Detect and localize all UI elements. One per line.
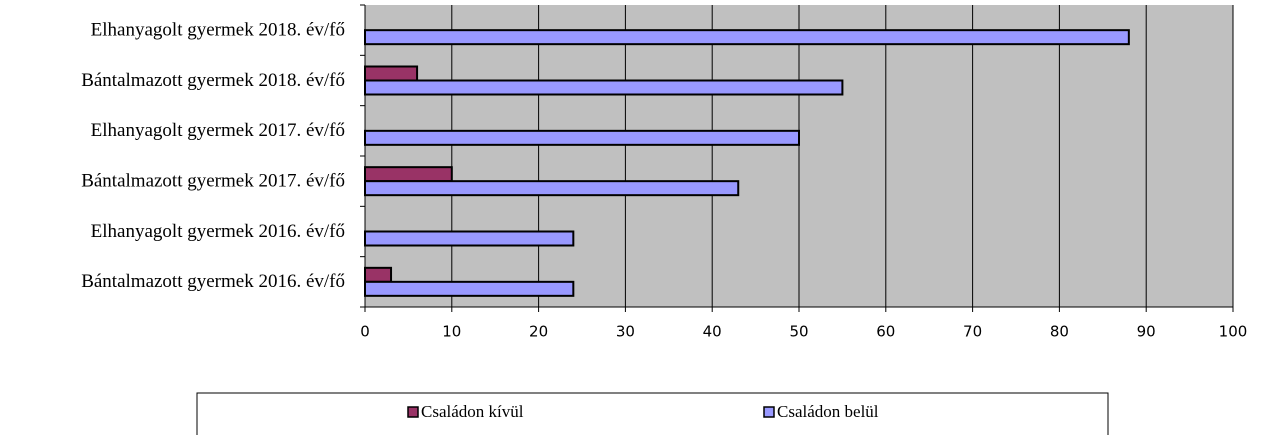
- bar: [364, 79, 844, 96]
- x-tick-label: 100: [1219, 323, 1248, 341]
- y-tick-label: Bántalmazott gyermek 2016. év/fő: [81, 271, 345, 292]
- x-tick-label: 90: [1137, 323, 1156, 341]
- x-tick-label: 60: [876, 323, 895, 341]
- y-tick-label: Elhanyagolt gyermek 2017. év/fő: [91, 120, 345, 141]
- y-tick-label: Bántalmazott gyermek 2017. év/fő: [81, 171, 345, 192]
- bar: [364, 180, 740, 197]
- bar: [364, 266, 393, 283]
- legend-box: [196, 392, 1109, 435]
- x-tick-label: 80: [1050, 323, 1069, 341]
- bar: [364, 230, 575, 247]
- y-tick-label: Bántalmazott gyermek 2018. év/fő: [81, 70, 345, 91]
- legend-swatch: [763, 406, 775, 418]
- bar: [364, 29, 1130, 46]
- x-tick-label: 30: [616, 323, 635, 341]
- legend-label: Családon belül: [777, 402, 879, 421]
- bar: [364, 166, 453, 183]
- x-tick-label: 70: [963, 323, 982, 341]
- x-tick-label: 10: [442, 323, 461, 341]
- y-tick-label: Elhanyagolt gyermek 2016. év/fő: [91, 221, 345, 242]
- bar: [364, 280, 575, 297]
- x-tick-label: 50: [789, 323, 808, 341]
- bar: [364, 65, 419, 82]
- legend-swatch: [407, 406, 419, 418]
- legend-label: Családon kívül: [421, 402, 524, 421]
- x-tick-label: 0: [360, 323, 370, 341]
- x-tick-label: 40: [703, 323, 722, 341]
- x-tick-label: 20: [529, 323, 548, 341]
- bar: [364, 129, 800, 146]
- y-tick-label: Elhanyagolt gyermek 2018. év/fő: [91, 20, 345, 41]
